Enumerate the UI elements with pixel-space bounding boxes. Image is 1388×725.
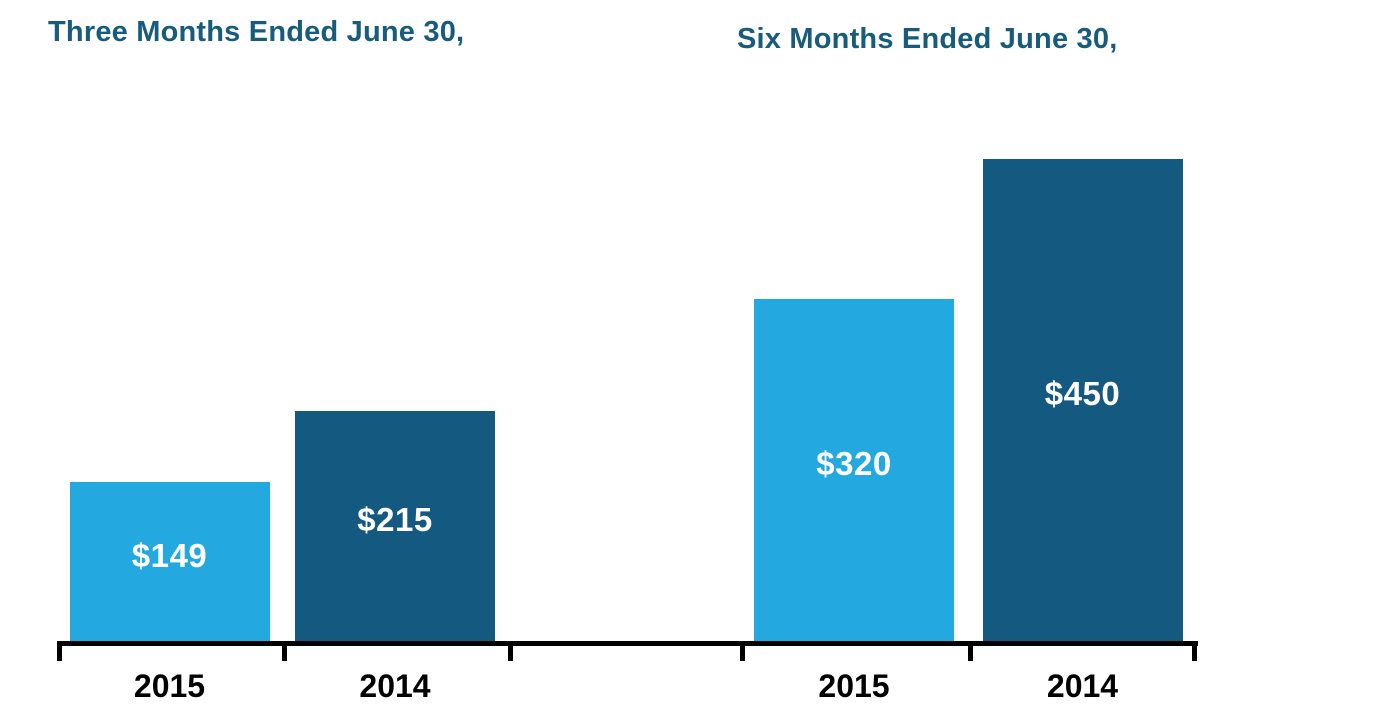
bar-six-months-2014: $450 [982, 159, 1183, 641]
x-axis-label-six-months-2015: 2015 [818, 668, 890, 704]
bar-six-months-2015: $320 [754, 299, 954, 641]
x-axis-label-six-months-2014: 2014 [1046, 668, 1119, 704]
x-axis-tick-2 [508, 641, 513, 661]
x-axis-tick-1 [282, 641, 287, 661]
bar-value-label: $215 [357, 501, 433, 538]
x-axis-tick-3 [740, 641, 745, 661]
bar-value-label: $320 [816, 445, 892, 482]
group-title-six-months: Six Months Ended June 30, [737, 23, 1118, 55]
x-axis-line [57, 641, 1198, 646]
x-axis-label-three-months-2014: 2014 [359, 668, 431, 704]
x-axis-label-three-months-2015: 2015 [133, 668, 206, 704]
x-axis-tick-4 [968, 641, 973, 661]
bar-three-months-2015: $149 [69, 482, 270, 641]
bar-value-label: $450 [1044, 375, 1121, 412]
x-axis-tick-0 [57, 641, 62, 661]
bar-three-months-2014: $215 [295, 411, 495, 641]
x-axis-tick-5 [1192, 641, 1197, 661]
group-title-three-months: Three Months Ended June 30, [48, 16, 465, 48]
bar-value-label: $149 [131, 536, 208, 574]
